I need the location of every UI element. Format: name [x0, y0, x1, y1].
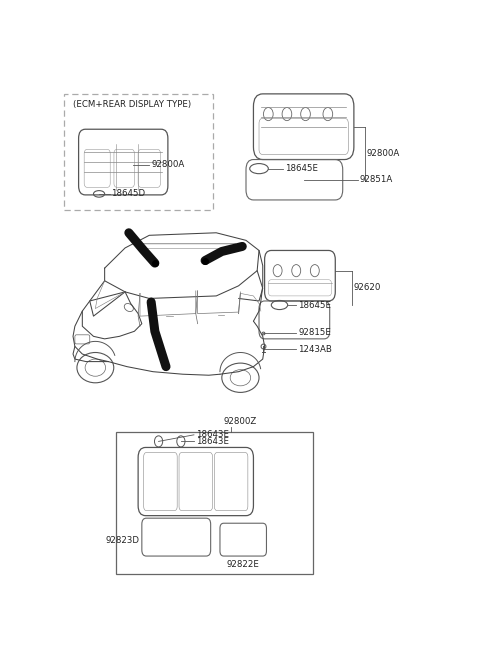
Text: 18645E: 18645E: [298, 300, 331, 310]
Text: (ECM+REAR DISPLAY TYPE): (ECM+REAR DISPLAY TYPE): [73, 100, 191, 110]
Text: 18645E: 18645E: [285, 164, 318, 173]
Bar: [64, 94, 213, 210]
Text: 92800Z: 92800Z: [224, 417, 257, 426]
Text: 92800A: 92800A: [151, 160, 184, 169]
Text: 92800A: 92800A: [367, 149, 400, 157]
Text: 92823D: 92823D: [106, 537, 140, 545]
Bar: [116, 432, 313, 574]
Text: 18643E: 18643E: [196, 437, 229, 446]
Text: 92822E: 92822E: [227, 560, 260, 569]
Text: 18645D: 18645D: [111, 190, 145, 198]
Text: 92851A: 92851A: [360, 175, 393, 184]
Text: 18643E: 18643E: [196, 430, 229, 440]
Text: 1243AB: 1243AB: [298, 345, 332, 354]
Text: 92815E: 92815E: [298, 328, 331, 337]
Text: 92620: 92620: [354, 283, 381, 293]
